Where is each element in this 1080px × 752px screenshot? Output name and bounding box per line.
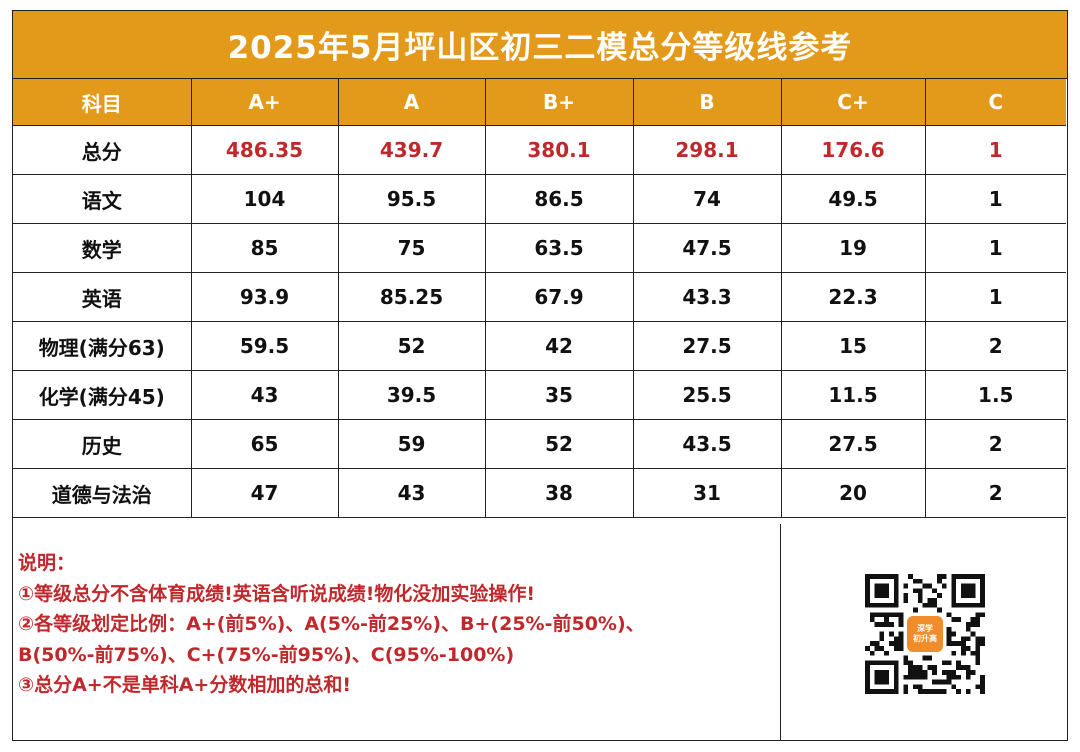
cell-a-plus: 93.9 xyxy=(190,272,339,322)
header-grade-b: B xyxy=(632,79,782,126)
qr-badge-line: 深学 xyxy=(917,624,933,633)
cell-c-plus: 20 xyxy=(780,468,926,518)
cell-b-plus: 63.5 xyxy=(484,223,634,273)
cell-a-plus: 486.35 xyxy=(190,125,339,175)
cell-a-plus: 59.5 xyxy=(190,321,339,371)
cell-b: 25.5 xyxy=(632,370,782,420)
row-subject: 历史 xyxy=(13,419,192,469)
qr-section: 深学 初升高 xyxy=(781,524,1066,740)
grade-table: 科目 A+ A B+ B C+ C 总分 486.35 439.7 380.1 … xyxy=(13,79,1066,518)
notes-section: 说明： ①等级总分不含体育成绩!英语含听说成绩!物化没加实验操作! ②各等级划定… xyxy=(13,524,781,740)
cell-b: 43.3 xyxy=(632,272,782,322)
cell-a-plus: 43 xyxy=(190,370,339,420)
row-subject: 物理(满分63) xyxy=(13,321,192,371)
cell-c: 2 xyxy=(924,419,1066,469)
cell-b: 74 xyxy=(632,174,782,224)
cell-c-plus: 15 xyxy=(780,321,926,371)
table-row: 英语 93.9 85.25 67.9 43.3 22.3 1 xyxy=(13,272,1066,322)
cell-a-plus: 47 xyxy=(190,468,339,518)
cell-b-plus: 380.1 xyxy=(484,125,634,175)
cell-a-plus: 85 xyxy=(190,223,339,273)
cell-a: 59 xyxy=(337,419,486,469)
cell-c-plus: 11.5 xyxy=(780,370,926,420)
notes-heading: 说明： xyxy=(18,552,76,574)
cell-b-plus: 52 xyxy=(484,419,634,469)
table-row: 道德与法治 47 43 38 31 20 2 xyxy=(13,468,1066,518)
cell-c: 1 xyxy=(924,272,1066,322)
qr-badge-line: 初升高 xyxy=(913,634,937,643)
note-line: ③总分A+不是单科A+分数相加的总和! xyxy=(18,674,352,696)
cell-a: 85.25 xyxy=(337,272,486,322)
cell-b-plus: 42 xyxy=(484,321,634,371)
note-line: ②各等级划定比例：A+(前5%)、A(5%-前25%)、B+(25%-前50%)… xyxy=(18,613,645,635)
cell-c-plus: 27.5 xyxy=(780,419,926,469)
cell-a: 39.5 xyxy=(337,370,486,420)
cell-b: 47.5 xyxy=(632,223,782,273)
row-subject: 语文 xyxy=(13,174,192,224)
row-subject: 数学 xyxy=(13,223,192,273)
header-grade-b-plus: B+ xyxy=(484,79,634,126)
cell-c: 1.5 xyxy=(924,370,1066,420)
cell-a: 439.7 xyxy=(337,125,486,175)
row-subject: 化学(满分45) xyxy=(13,370,192,420)
cell-c: 2 xyxy=(924,468,1066,518)
cell-a: 43 xyxy=(337,468,486,518)
cell-a: 95.5 xyxy=(337,174,486,224)
table-row: 语文 104 95.5 86.5 74 49.5 1 xyxy=(13,174,1066,224)
cell-b-plus: 67.9 xyxy=(484,272,634,322)
cell-c: 1 xyxy=(924,223,1066,273)
cell-a: 75 xyxy=(337,223,486,273)
cell-c: 1 xyxy=(924,125,1066,175)
cell-b: 31 xyxy=(632,468,782,518)
row-subject: 道德与法治 xyxy=(13,468,192,518)
table-row: 历史 65 59 52 43.5 27.5 2 xyxy=(13,419,1066,469)
qr-logo-badge: 深学 初升高 xyxy=(907,616,943,652)
header-grade-a: A xyxy=(337,79,486,126)
header-grade-a-plus: A+ xyxy=(190,79,339,126)
cell-a-plus: 104 xyxy=(190,174,339,224)
note-line: ①等级总分不含体育成绩!英语含听说成绩!物化没加实验操作! xyxy=(18,582,536,605)
cell-b: 27.5 xyxy=(632,321,782,371)
cell-b: 43.5 xyxy=(632,419,782,469)
table-row: 数学 85 75 63.5 47.5 19 1 xyxy=(13,223,1066,273)
cell-b-plus: 86.5 xyxy=(484,174,634,224)
row-subject: 总分 xyxy=(13,125,192,175)
table-row-total: 总分 486.35 439.7 380.1 298.1 176.6 1 xyxy=(13,125,1066,175)
cell-c: 1 xyxy=(924,174,1066,224)
table-row: 物理(满分63) 59.5 52 42 27.5 15 2 xyxy=(13,321,1066,371)
header-grade-c-plus: C+ xyxy=(780,79,926,126)
cell-c: 2 xyxy=(924,321,1066,371)
header-row: 科目 A+ A B+ B C+ C xyxy=(13,79,1066,126)
table-row: 化学(满分45) 43 39.5 35 25.5 11.5 1.5 xyxy=(13,370,1066,420)
cell-c-plus: 176.6 xyxy=(780,125,926,175)
note-line: B(50%-前75%)、C+(75%-前95%)、C(95%-100%) xyxy=(18,643,515,666)
cell-b-plus: 38 xyxy=(484,468,634,518)
header-subject: 科目 xyxy=(13,79,192,126)
cell-c-plus: 19 xyxy=(780,223,926,273)
score-sheet: 2025年5月坪山区初三二模总分等级线参考 科目 A+ A B+ B C+ C … xyxy=(12,10,1068,741)
cell-b-plus: 35 xyxy=(484,370,634,420)
cell-a: 52 xyxy=(337,321,486,371)
qr-code-icon xyxy=(865,574,985,694)
cell-c-plus: 22.3 xyxy=(780,272,926,322)
cell-b: 298.1 xyxy=(632,125,782,175)
page-title: 2025年5月坪山区初三二模总分等级线参考 xyxy=(13,11,1067,79)
cell-a-plus: 65 xyxy=(190,419,339,469)
cell-c-plus: 49.5 xyxy=(780,174,926,224)
header-grade-c: C xyxy=(924,79,1066,126)
row-subject: 英语 xyxy=(13,272,192,322)
